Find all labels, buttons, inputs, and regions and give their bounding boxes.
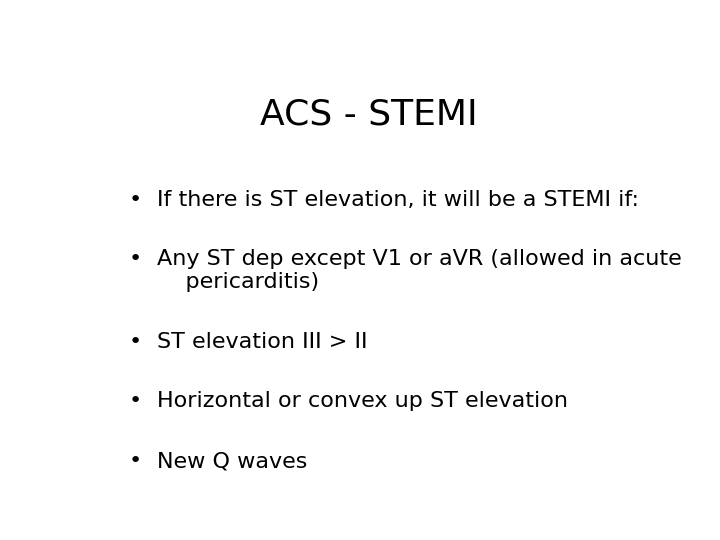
Text: Any ST dep except V1 or aVR (allowed in acute: Any ST dep except V1 or aVR (allowed in … [157, 249, 682, 269]
Text: If there is ST elevation, it will be a STEMI if:: If there is ST elevation, it will be a S… [157, 190, 639, 210]
Text: •: • [129, 190, 143, 210]
Text: •: • [129, 392, 143, 411]
Text: •: • [129, 249, 143, 269]
Text: Horizontal or convex up ST elevation: Horizontal or convex up ST elevation [157, 392, 568, 411]
Text: ST elevation III > II: ST elevation III > II [157, 332, 367, 352]
Text: New Q waves: New Q waves [157, 451, 307, 471]
Text: pericarditis): pericarditis) [157, 272, 319, 292]
Text: ACS - STEMI: ACS - STEMI [260, 98, 478, 132]
Text: •: • [129, 332, 143, 352]
Text: •: • [129, 451, 143, 471]
